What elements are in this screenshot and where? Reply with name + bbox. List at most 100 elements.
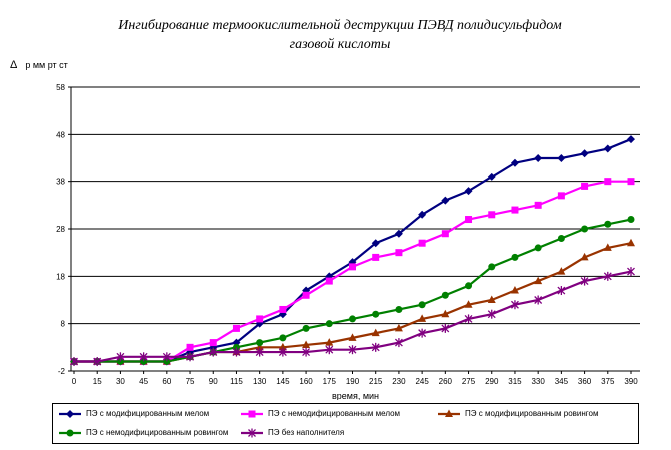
legend-swatch <box>59 429 81 437</box>
legend-label: ПЭ с модифицированным ровингом <box>465 409 599 419</box>
data-point <box>394 229 403 238</box>
data-point <box>395 305 403 313</box>
x-tick-label: 260 <box>439 377 453 386</box>
data-point <box>557 234 565 242</box>
data-point <box>510 300 519 310</box>
x-tick-label: 175 <box>323 377 337 386</box>
x-tick-label: 60 <box>162 377 171 386</box>
chart-title: Ингибирование термоокислительной деструк… <box>60 16 620 54</box>
data-point <box>139 352 148 362</box>
data-point <box>627 178 635 186</box>
data-point <box>580 252 589 261</box>
data-point <box>557 267 566 275</box>
x-tick-label: 290 <box>485 377 499 386</box>
data-point <box>325 320 333 328</box>
x-tick-label: 345 <box>555 377 569 386</box>
legend-item: ПЭ с немодифицированным мелом <box>241 409 400 419</box>
x-tick-label: 330 <box>531 377 545 386</box>
data-point <box>487 172 496 181</box>
data-point <box>325 345 334 355</box>
x-tick-label: 15 <box>93 377 102 386</box>
data-point <box>603 144 612 153</box>
data-point <box>627 216 635 224</box>
data-point <box>232 324 240 332</box>
y-tick-label: -2 <box>58 367 66 376</box>
data-point <box>464 314 473 324</box>
data-point <box>394 323 403 332</box>
data-point <box>510 286 519 294</box>
data-point <box>557 192 565 200</box>
x-tick-label: 390 <box>624 377 638 386</box>
data-point <box>256 339 264 347</box>
y-tick-label: 8 <box>61 320 66 329</box>
x-tick-label: 115 <box>230 377 243 386</box>
data-point <box>116 352 125 362</box>
y-tick-label: 38 <box>56 178 65 187</box>
legend-label: ПЭ с немодифицированным мелом <box>268 409 401 419</box>
x-tick-label: 375 <box>601 377 615 386</box>
data-point <box>510 158 519 167</box>
data-point <box>279 305 287 313</box>
x-tick-label: 45 <box>139 377 148 386</box>
data-point <box>209 339 217 347</box>
data-point <box>93 357 102 367</box>
data-point <box>534 276 543 285</box>
data-point <box>557 154 566 162</box>
data-point <box>511 206 519 214</box>
legend-swatch <box>59 410 81 418</box>
data-point <box>465 216 473 224</box>
data-point <box>418 239 426 247</box>
y-tick-label: 18 <box>56 272 65 281</box>
data-point <box>581 182 589 190</box>
data-point <box>441 309 450 318</box>
data-point <box>487 295 496 303</box>
data-point <box>418 314 427 322</box>
data-point <box>580 149 589 158</box>
data-point <box>534 295 543 305</box>
x-tick-label: 360 <box>578 377 592 386</box>
data-point <box>348 345 357 355</box>
legend-swatch <box>438 409 460 417</box>
y-axis-label-symbol: Δ <box>10 59 18 71</box>
legend-label: ПЭ с немодифицированным ровингом <box>86 428 229 438</box>
data-point <box>627 267 635 277</box>
data-point <box>302 347 311 357</box>
legend-label: ПЭ без наполнителя <box>268 428 345 438</box>
data-point <box>581 225 589 233</box>
data-point <box>627 135 635 144</box>
data-point <box>325 277 333 285</box>
data-point <box>465 282 473 290</box>
x-tick-label: 0 <box>72 377 77 386</box>
line-chart: -2 8 18 28 38 48 58 0 15 30 45 60 75 90 115 130 145 160 17… <box>56 83 640 400</box>
x-tick-label: 230 <box>392 377 406 386</box>
legend-marker <box>248 428 256 438</box>
legend-item: ПЭ без наполнителя <box>241 428 344 438</box>
x-tick-label: 315 <box>508 377 522 386</box>
x-tick-label: 145 <box>276 377 290 386</box>
data-point <box>302 324 310 332</box>
legend-item: ПЭ с немодифицированным ровингом <box>59 428 228 438</box>
chart-title-line-1: Ингибирование термоокислительной деструк… <box>118 18 562 33</box>
data-point <box>372 310 380 318</box>
data-point <box>534 244 542 252</box>
data-point <box>372 253 380 261</box>
data-point <box>163 358 171 366</box>
data-point <box>557 286 566 296</box>
data-point <box>278 342 287 351</box>
x-axis-label: время, мин <box>332 391 379 400</box>
series-1 <box>70 135 635 366</box>
data-point <box>371 328 380 337</box>
data-point <box>371 342 380 352</box>
data-point <box>464 300 473 308</box>
legend-marker <box>66 410 74 418</box>
data-point <box>441 196 450 205</box>
legend-marker <box>445 409 453 417</box>
data-point <box>488 263 496 271</box>
data-point <box>255 342 264 351</box>
data-point <box>395 249 403 257</box>
data-point <box>487 309 496 319</box>
data-point <box>464 187 473 196</box>
x-tick-label: 275 <box>462 377 476 386</box>
y-tick-label: 58 <box>56 83 65 92</box>
data-point <box>70 357 78 367</box>
